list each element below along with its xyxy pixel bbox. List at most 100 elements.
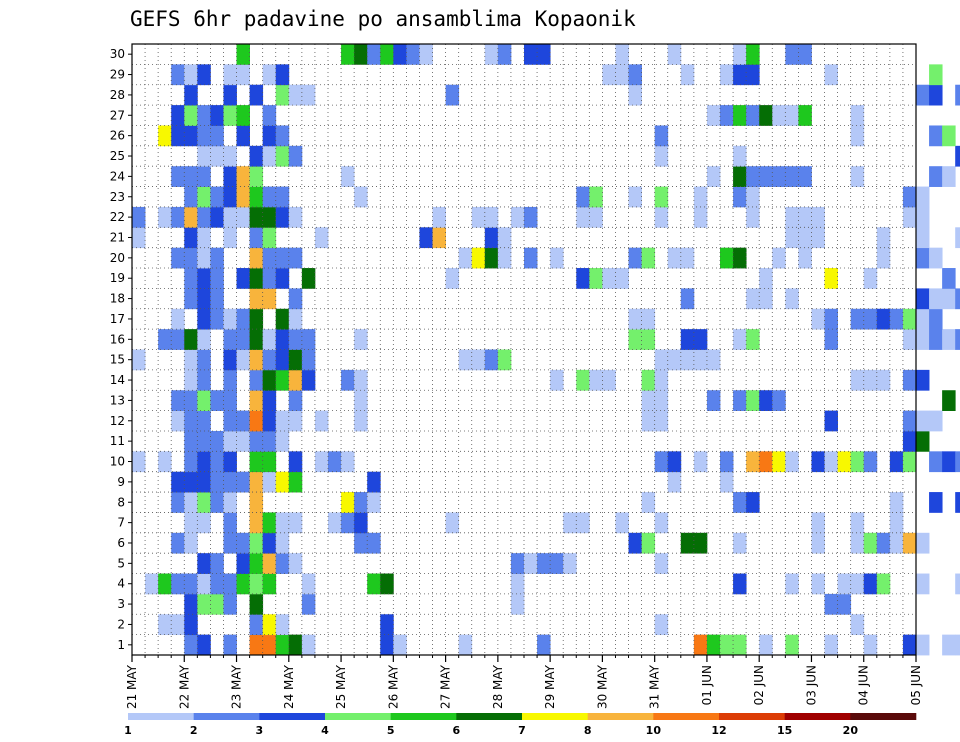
heatmap-cell [184, 532, 198, 554]
heatmap-cell [262, 512, 277, 534]
heatmap-cell [314, 451, 329, 473]
heatmap-cell [210, 451, 224, 473]
heatmap-cell [275, 125, 290, 147]
heatmap-cell [929, 410, 943, 432]
heatmap-cell [301, 369, 316, 391]
heatmap-cell [876, 247, 891, 269]
heatmap-cell [942, 166, 956, 187]
heatmap-cell [301, 573, 316, 595]
heatmap-cell [824, 268, 838, 289]
legend-swatch [456, 713, 523, 720]
heatmap-cell [772, 166, 786, 187]
heatmap-cell [746, 206, 760, 228]
heatmap-cell [197, 125, 211, 147]
y-tick-label: 16 [110, 332, 125, 346]
heatmap-cell [550, 369, 564, 391]
heatmap-cell [236, 471, 250, 493]
heatmap-cell [955, 145, 960, 167]
heatmap-cell [733, 145, 747, 167]
heatmap-cell [223, 166, 237, 187]
heatmap-cell [184, 105, 198, 126]
legend-swatch [193, 713, 260, 720]
heatmap-cell [654, 349, 669, 371]
heatmap-cell [210, 145, 224, 167]
heatmap-cell [602, 64, 616, 86]
heatmap-cell [955, 573, 960, 595]
heatmap-cell [680, 288, 695, 310]
heatmap-cell [288, 471, 303, 493]
heatmap-cell [236, 532, 250, 554]
legend-label: 20 [843, 724, 859, 737]
heatmap-cell [301, 593, 316, 615]
heatmap-cell [184, 227, 198, 249]
heatmap-cell [641, 532, 656, 554]
legend-label: 1 [124, 724, 132, 737]
heatmap-cell [524, 247, 538, 269]
heatmap-cell [223, 145, 237, 167]
heatmap-cell [942, 451, 956, 473]
heatmap-cell [249, 410, 264, 432]
heatmap-cell [759, 288, 773, 310]
heatmap-cell [929, 492, 943, 513]
heatmap-cell [288, 329, 303, 350]
heatmap-cell [955, 288, 960, 310]
heatmap-cell [706, 390, 721, 411]
heatmap-cell [197, 512, 211, 534]
heatmap-cell [824, 634, 838, 656]
heatmap-cell [563, 512, 577, 534]
heatmap-cell [236, 166, 250, 187]
heatmap-cell [132, 227, 146, 249]
legend-swatch [522, 713, 588, 720]
heatmap-cell [733, 44, 747, 65]
heatmap-cell [171, 125, 185, 147]
y-axis: 1234567891011121314151617181920212223242… [110, 47, 132, 652]
x-tick-label: 21 MAY [125, 664, 139, 709]
heatmap-cell [654, 369, 669, 391]
heatmap-cell [184, 186, 198, 208]
heatmap-cell [850, 125, 865, 147]
heatmap-cell [184, 430, 198, 452]
heatmap-cell [249, 308, 264, 330]
heatmap-cell [955, 227, 960, 249]
heatmap-cell [288, 410, 303, 432]
heatmap-cell [262, 206, 277, 228]
heatmap-cell [262, 634, 277, 656]
heatmap-cell [955, 492, 960, 513]
heatmap-cell [145, 573, 159, 595]
heatmap-cell [785, 573, 799, 595]
legend-label: 8 [584, 724, 592, 737]
heatmap-cell [380, 573, 394, 595]
legend-swatch [128, 713, 194, 720]
heatmap-cell [197, 105, 211, 126]
legend-swatch [587, 713, 654, 720]
heatmap-cell [184, 471, 198, 493]
x-tick-label: 23 MAY [230, 664, 244, 709]
heatmap-cell [641, 410, 656, 432]
heatmap-cell [798, 227, 812, 249]
heatmap-cell [367, 573, 381, 595]
heatmap-cell [223, 308, 237, 330]
legend-label: 4 [321, 724, 329, 737]
heatmap-cell [863, 268, 878, 289]
heatmap-cell [236, 430, 250, 452]
heatmap-cell [354, 512, 368, 534]
x-tick-label: 04 JUN [857, 665, 871, 705]
heatmap-cell [184, 206, 198, 228]
y-tick-label: 28 [110, 88, 125, 102]
heatmap-cell [249, 349, 264, 371]
heatmap-cell [262, 532, 277, 554]
heatmap-cell [288, 206, 303, 228]
heatmap-cell [889, 451, 904, 473]
heatmap-cell [197, 166, 211, 187]
y-tick-label: 5 [117, 556, 125, 570]
legend-label: 10 [646, 724, 662, 737]
heatmap-cell [275, 186, 290, 208]
heatmap-cell [654, 145, 669, 167]
heatmap-cell [641, 492, 656, 513]
heatmap-cell [746, 390, 760, 411]
heatmap-cell [262, 451, 277, 473]
heatmap-cell [275, 614, 290, 636]
heatmap-cell [916, 227, 930, 249]
heatmap-cell [184, 329, 198, 350]
